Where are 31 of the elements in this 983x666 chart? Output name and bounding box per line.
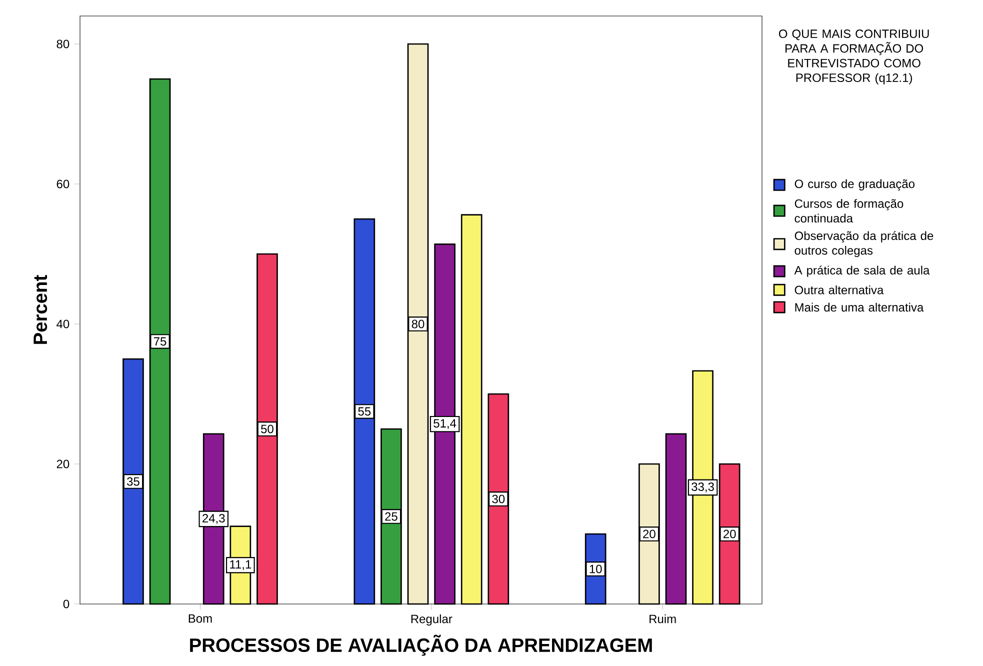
data-label: 33,3 (692, 482, 714, 492)
y-tick-label: 40 (56, 320, 70, 328)
data-label: 20 (643, 530, 656, 538)
legend-label: O curso de graduação (794, 179, 914, 191)
y-tick-label: 0 (63, 600, 70, 608)
data-label: 75 (154, 337, 166, 346)
y-axis-title: Percent (34, 275, 48, 344)
x-tick-label: Regular (411, 614, 452, 626)
x-tick-label: Bom (188, 614, 212, 623)
data-label: 25 (385, 512, 398, 521)
y-tick-label: 80 (56, 40, 70, 48)
data-label: 11,1 (230, 560, 252, 570)
data-label: 35 (127, 477, 140, 486)
legend-label: Mais de uma alternativa (795, 302, 924, 312)
y-tick-label: 20 (56, 460, 70, 468)
data-label: 50 (261, 424, 274, 434)
data-label: 80 (412, 320, 424, 328)
x-tick-label: Ruim (650, 614, 676, 624)
data-label: 24,3 (202, 514, 225, 524)
legend-label: Cursos de formação continuada (794, 199, 904, 223)
legend-label: Observação da prática de outros colegas (794, 231, 934, 258)
data-label: 51,4 (434, 419, 456, 429)
y-tick-label: 60 (56, 180, 70, 188)
legend-title: O QUE MAIS CONTRIBUIU PARA A FORMAÇÃO DO ENTREVISTADO COMO PROFESSOR (q12.1) (778, 30, 929, 84)
x-axis-title: PROCESSOS DE AVALIAÇÃO DA APRENDIZAGEM (190, 634, 652, 656)
data-label: 55 (358, 407, 371, 416)
legend-label: A prática de sala de aula (794, 266, 930, 277)
data-label: 20 (724, 530, 736, 538)
data-label: 10 (590, 564, 602, 574)
data-label: 30 (492, 494, 505, 504)
legend-label: Outra alternativa (794, 285, 884, 294)
